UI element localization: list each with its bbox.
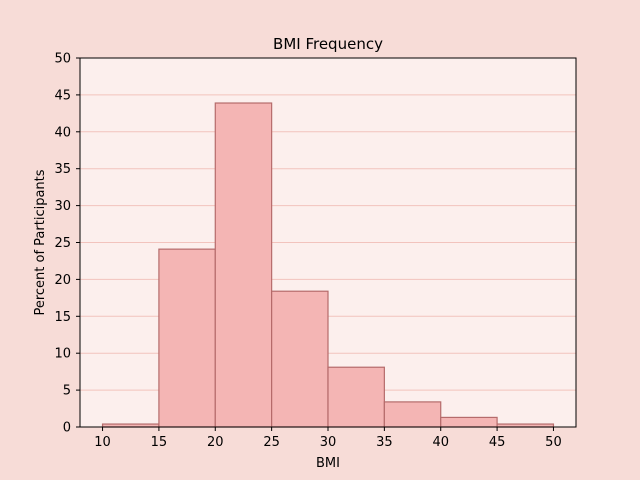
x-tick-label: 45: [489, 435, 506, 450]
histogram-bar-15-20: [158, 248, 216, 428]
x-tick-label: 25: [263, 435, 280, 450]
y-tick-label: 45: [54, 88, 71, 103]
y-tick-label: 40: [54, 125, 71, 140]
x-tick-label: 40: [432, 435, 449, 450]
x-axis-label: BMI: [316, 456, 340, 471]
y-tick-label: 20: [54, 273, 71, 288]
y-tick-label: 35: [54, 162, 71, 177]
histogram-bars: [101, 102, 555, 428]
y-tick-label: 5: [63, 384, 71, 399]
y-tick-label: 30: [54, 199, 71, 214]
histogram-bar-25-30: [271, 290, 329, 428]
chart-title: BMI Frequency: [273, 35, 383, 53]
y-tick-label: 0: [63, 421, 71, 436]
histogram-bar-30-35: [327, 366, 385, 428]
histogram-bar-40-45: [440, 416, 498, 428]
y-tick-label: 10: [54, 347, 71, 362]
y-tick-label: 25: [54, 236, 71, 251]
x-tick-label: 50: [545, 435, 562, 450]
y-axis-ticks: 0 5 10 15 20 25 30 35 40 45 50: [54, 52, 80, 436]
histogram-bar-35-40: [383, 401, 442, 428]
x-tick-label: 30: [320, 435, 337, 450]
x-axis-ticks: 10 15 20 25 30 35 40 45 50: [94, 427, 562, 450]
y-axis-label: Percent of Participants: [33, 169, 48, 315]
x-tick-label: 10: [94, 435, 111, 450]
y-tick-label: 50: [54, 52, 71, 67]
x-tick-label: 35: [376, 435, 393, 450]
y-tick-label: 15: [54, 310, 71, 325]
x-tick-label: 20: [207, 435, 224, 450]
x-tick-label: 15: [151, 435, 168, 450]
histogram-bar-20-25: [214, 102, 273, 428]
